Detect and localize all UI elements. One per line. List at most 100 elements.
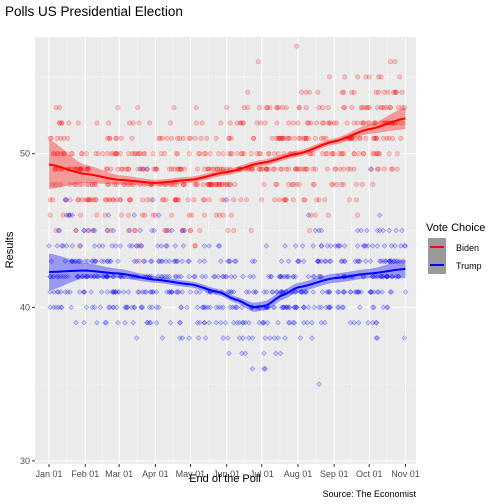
trump-poll-point [325, 289, 332, 295]
trump-poll-point [312, 227, 319, 234]
biden-poll-point [273, 181, 279, 187]
trump-poll-point [184, 304, 190, 311]
biden-poll-point [104, 135, 110, 141]
trump-poll-point [98, 289, 105, 295]
biden-poll-point [392, 89, 398, 95]
biden-poll-point [76, 243, 82, 249]
biden-poll-point [295, 166, 301, 172]
trump-poll-point [104, 227, 111, 234]
biden-poll-point [290, 197, 296, 203]
trump-poll-point [85, 227, 92, 234]
trump-poll-point [117, 273, 124, 280]
biden-poll-point [277, 166, 283, 172]
biden-poll-point [104, 228, 110, 234]
trump-poll-point [47, 273, 54, 280]
trump-poll-point [297, 335, 304, 341]
trump-poll-point [192, 273, 198, 280]
trump-poll-point [388, 273, 395, 280]
biden-poll-point [147, 120, 153, 126]
trump-poll-point [193, 289, 200, 295]
trump-poll-point [309, 335, 315, 341]
trump-poll-point [201, 243, 208, 249]
trump-poll-point [226, 258, 232, 265]
biden-poll-point [127, 197, 133, 203]
trump-poll-point [230, 289, 237, 295]
biden-poll-point [351, 166, 357, 172]
biden-poll-point [360, 120, 366, 126]
biden-poll-point [355, 212, 361, 218]
trump-poll-point [365, 243, 371, 249]
trump-poll-point [386, 258, 392, 265]
trump-poll-point [341, 243, 348, 249]
trump-poll-point [246, 289, 252, 295]
trump-poll-point [220, 304, 226, 311]
trump-poll-point [309, 319, 315, 326]
trump-poll-point [76, 258, 83, 265]
trump-poll-point [305, 273, 312, 280]
trump-poll-point [332, 243, 339, 249]
trump-poll-point [285, 258, 292, 265]
biden-poll-point [363, 135, 369, 141]
trump-poll-point [305, 304, 312, 311]
trump-poll-point [215, 243, 222, 249]
trump-poll-point [318, 304, 325, 311]
y-axis: 30 40 50 [20, 149, 35, 466]
biden-poll-point [192, 243, 198, 249]
trump-poll-point [202, 304, 209, 311]
biden-poll-point [401, 105, 407, 111]
biden-poll-point [312, 166, 318, 172]
trump-poll-point [196, 289, 203, 295]
trump-poll-point [354, 243, 361, 249]
trump-poll-point [378, 273, 384, 280]
biden-poll-point [302, 135, 308, 141]
biden-poll-point [113, 151, 119, 157]
x-axis: Jan 01 Feb 01 Mar 01 Apr 01 May 01 Jun 01 Jul … [36, 464, 420, 479]
biden-poll-point [308, 212, 314, 218]
biden-poll-point [164, 135, 170, 141]
trump-poll-point [220, 335, 226, 341]
trump-poll-point [326, 289, 333, 295]
biden-poll-point [357, 135, 363, 141]
trump-poll-point [278, 289, 285, 295]
biden-poll-point [224, 181, 230, 187]
biden-poll-point [51, 151, 57, 157]
biden-poll-point [54, 151, 60, 157]
biden-poll-point [270, 166, 276, 172]
trump-poll-point [164, 227, 170, 234]
trump-poll-point [367, 289, 374, 295]
trump-poll-point [389, 273, 396, 280]
trump-poll-point [261, 319, 267, 326]
biden-poll-point [83, 151, 89, 157]
trump-poll-point [303, 289, 309, 295]
trump-confidence-band [49, 253, 406, 312]
trump-poll-point [88, 273, 94, 280]
biden-poll-point [133, 228, 139, 234]
biden-poll-point [371, 151, 377, 157]
biden-poll-point [275, 135, 281, 141]
biden-poll-point [297, 135, 303, 141]
biden-poll-point [103, 197, 109, 203]
trump-poll-point [236, 335, 243, 341]
trump-poll-point [168, 289, 175, 295]
legend-label-trump: Trump [456, 261, 482, 271]
trump-poll-point [299, 289, 306, 295]
biden-poll-point [308, 151, 314, 157]
biden-poll-point [342, 74, 348, 80]
trump-poll-point [118, 273, 125, 280]
trump-poll-point [59, 243, 65, 249]
biden-poll-point [244, 197, 250, 203]
biden-poll-point [141, 166, 147, 172]
biden-poll-point [205, 166, 211, 172]
biden-poll-point [60, 212, 66, 218]
trump-poll-point [82, 258, 89, 265]
biden-poll-point [175, 151, 181, 157]
trump-poll-point [385, 304, 391, 311]
biden-poll-point [192, 243, 198, 249]
biden-poll-point [378, 74, 384, 80]
trump-poll-point [166, 273, 173, 280]
biden-poll-point [152, 166, 158, 172]
biden-poll-point [83, 181, 89, 187]
biden-poll-point [255, 59, 261, 65]
trump-poll-point [122, 319, 128, 326]
biden-poll-point [79, 166, 85, 172]
